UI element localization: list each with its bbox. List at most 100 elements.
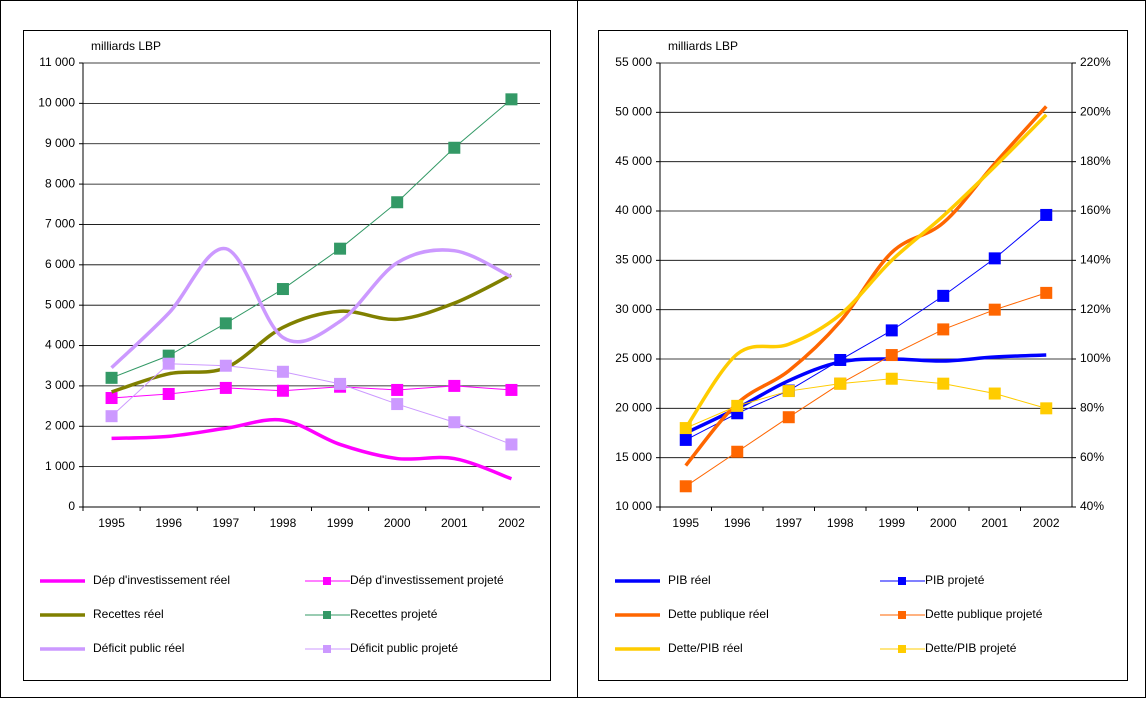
y-tick-label: 50 000 (615, 105, 652, 119)
y-tick-label: 2 000 (45, 418, 75, 432)
marker (1040, 286, 1053, 299)
legend-label: Déficit public réel (93, 641, 184, 655)
x-tick-label: 1996 (155, 516, 182, 530)
marker (276, 365, 289, 378)
chart-frame (23, 30, 551, 681)
marker (334, 242, 347, 255)
y2-tick-label: 200% (1080, 105, 1111, 119)
legend-label: Dette/PIB projeté (925, 641, 1017, 655)
y-tick-label: 15 000 (615, 450, 652, 464)
marker (105, 392, 118, 405)
marker (937, 377, 950, 390)
y-tick-label: 1 000 (45, 459, 75, 473)
legend-marker (898, 611, 906, 619)
y-tick-label: 20 000 (615, 401, 652, 415)
legend-label: PIB projeté (925, 573, 985, 587)
legend-marker (898, 577, 906, 585)
y-tick-label: 10 000 (615, 499, 652, 513)
legend-marker (323, 577, 331, 585)
y-tick-label: 6 000 (45, 257, 75, 271)
series-line (685, 292, 1047, 487)
y2-tick-label: 100% (1080, 351, 1111, 365)
legend-label: Recettes projeté (350, 607, 438, 621)
series-line (110, 246, 513, 370)
marker (334, 377, 347, 390)
marker (448, 141, 461, 154)
marker (937, 289, 950, 302)
marker (988, 303, 1001, 316)
marker (219, 359, 232, 372)
x-tick-label: 1997 (775, 516, 802, 530)
marker (937, 323, 950, 336)
marker (105, 410, 118, 423)
marker (731, 445, 744, 458)
y2-tick-label: 60% (1080, 450, 1104, 464)
marker (391, 383, 404, 396)
series-line (111, 417, 513, 481)
series-line (111, 273, 513, 394)
x-tick-label: 1998 (270, 516, 297, 530)
y-tick-label: 10 000 (38, 96, 75, 110)
marker (988, 252, 1001, 265)
legend-label: Dette publique projeté (925, 607, 1043, 621)
marker (391, 196, 404, 209)
marker (505, 383, 518, 396)
legend-label: PIB réel (668, 573, 711, 587)
marker (782, 385, 795, 398)
legend-marker (898, 645, 906, 653)
x-tick-label: 2002 (498, 516, 525, 530)
y2-tick-label: 80% (1080, 401, 1104, 415)
marker (679, 433, 692, 446)
marker (448, 416, 461, 429)
y2-tick-label: 160% (1080, 203, 1111, 217)
y2-tick-label: 140% (1080, 253, 1111, 267)
y-axis-label: milliards LBP (668, 39, 738, 53)
x-tick-label: 2000 (384, 516, 411, 530)
marker (162, 387, 175, 400)
marker (679, 422, 692, 435)
y-tick-label: 3 000 (45, 378, 75, 392)
series-line (111, 98, 512, 379)
series-line (111, 385, 512, 399)
y-tick-label: 11 000 (39, 55, 75, 69)
y-tick-label: 4 000 (45, 338, 75, 352)
y-tick-label: 25 000 (615, 351, 652, 365)
marker (731, 399, 744, 412)
x-tick-label: 2001 (981, 516, 1008, 530)
y-tick-label: 0 (68, 499, 75, 513)
marker (1040, 402, 1053, 415)
marker (391, 398, 404, 411)
series-line (685, 214, 1047, 441)
x-tick-label: 1995 (672, 516, 699, 530)
legend-marker (323, 611, 331, 619)
y2-tick-label: 120% (1080, 302, 1111, 316)
x-tick-label: 1997 (212, 516, 239, 530)
marker (679, 480, 692, 493)
legend-label: Déficit public projeté (350, 641, 458, 655)
series-line (111, 363, 512, 445)
marker (505, 438, 518, 451)
x-tick-label: 2002 (1033, 516, 1060, 530)
legend-label: Dép d'investissement réel (93, 573, 230, 587)
marker (834, 353, 847, 366)
marker (448, 379, 461, 392)
legend-marker (323, 645, 331, 653)
x-tick-label: 1999 (327, 516, 354, 530)
marker (988, 387, 1001, 400)
y-tick-label: 30 000 (615, 302, 652, 316)
marker (276, 384, 289, 397)
x-tick-label: 1996 (724, 516, 751, 530)
y-tick-label: 9 000 (45, 136, 75, 150)
marker (162, 357, 175, 370)
y-tick-label: 55 000 (615, 55, 652, 69)
x-tick-label: 1999 (878, 516, 905, 530)
y-tick-label: 5 000 (45, 297, 75, 311)
legend-label: Dette publique réel (668, 607, 769, 621)
y2-tick-label: 180% (1080, 154, 1111, 168)
marker (1040, 208, 1053, 221)
marker (885, 349, 898, 362)
chart-frame (598, 30, 1128, 681)
y-tick-label: 35 000 (615, 253, 652, 267)
series-line (685, 378, 1047, 429)
